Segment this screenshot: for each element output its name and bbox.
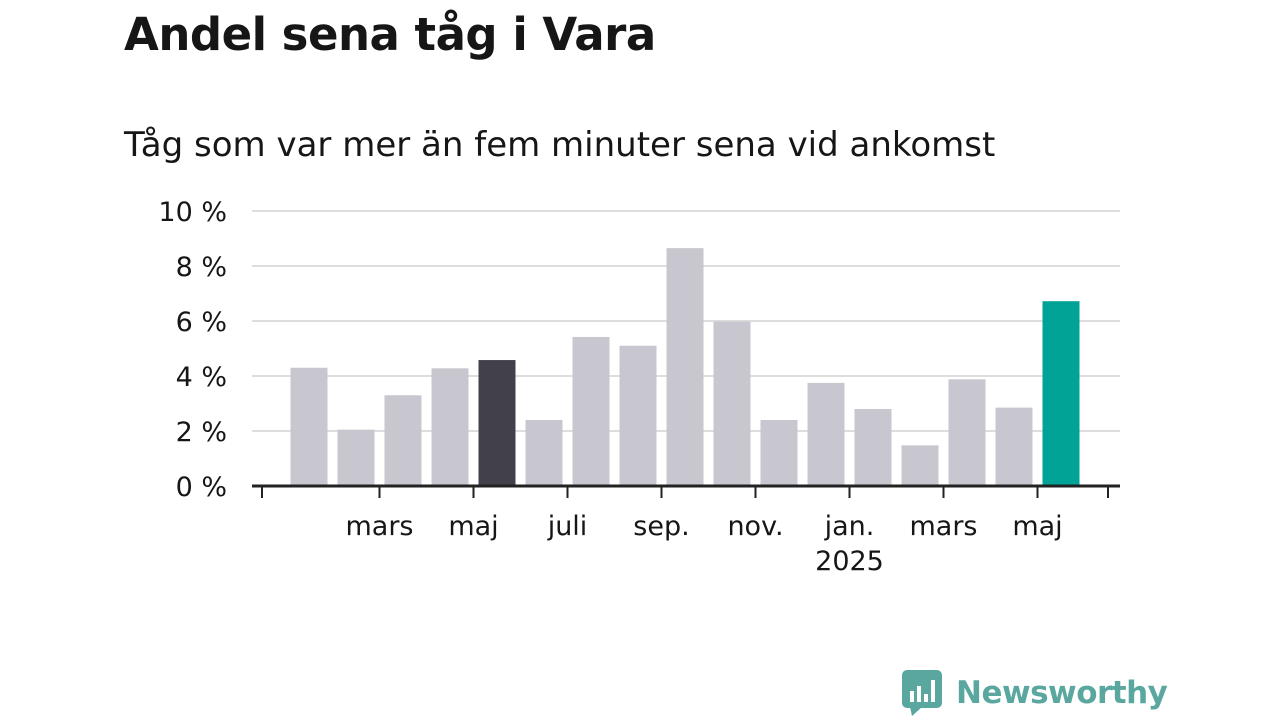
bar [713, 321, 751, 486]
bar-chart-speech-bubble-icon [902, 670, 942, 716]
x-tick-label: sep. [633, 511, 689, 542]
bar [760, 420, 798, 486]
x-tick-label: maj [448, 511, 498, 542]
bar [337, 429, 375, 486]
bar [290, 367, 328, 486]
brand-name: Newsworthy [956, 675, 1168, 711]
bar [666, 248, 704, 486]
bar [807, 382, 845, 486]
x-tick-label: jan. [824, 511, 875, 542]
x-tick-label: mars [345, 511, 413, 542]
x-tick-label: nov. [727, 511, 783, 542]
bar [572, 336, 610, 486]
y-tick-label: 0 % [176, 472, 227, 503]
y-tick-label: 10 % [158, 197, 227, 228]
bar [619, 345, 657, 486]
bar [384, 395, 422, 486]
brand-logo: Newsworthy [902, 668, 1168, 718]
x-tick-label: maj [1012, 511, 1062, 542]
y-tick-label: 2 % [176, 417, 227, 448]
y-tick-label: 6 % [176, 307, 227, 338]
bar [1042, 301, 1080, 486]
bar [948, 379, 986, 486]
x-tick-label: mars [909, 511, 977, 542]
bar [431, 368, 469, 486]
bar-chart: 0 % 2 % 4 % 6 % 8 % 10 % mars maj juli sep. nov. ja… [158, 197, 1120, 577]
bar [995, 407, 1033, 486]
x-tick-label: juli [547, 511, 588, 542]
y-tick-label: 4 % [176, 362, 227, 393]
bar [478, 360, 516, 486]
chart-subtitle: Tåg som var mer än fem minuter sena vid … [124, 125, 996, 165]
bar [854, 409, 892, 486]
x-tick-year-label: 2025 [815, 546, 884, 577]
y-tick-label: 8 % [176, 252, 227, 283]
bar [901, 445, 939, 486]
bar [525, 420, 563, 486]
chart-title: Andel sena tåg i Vara [124, 8, 656, 61]
